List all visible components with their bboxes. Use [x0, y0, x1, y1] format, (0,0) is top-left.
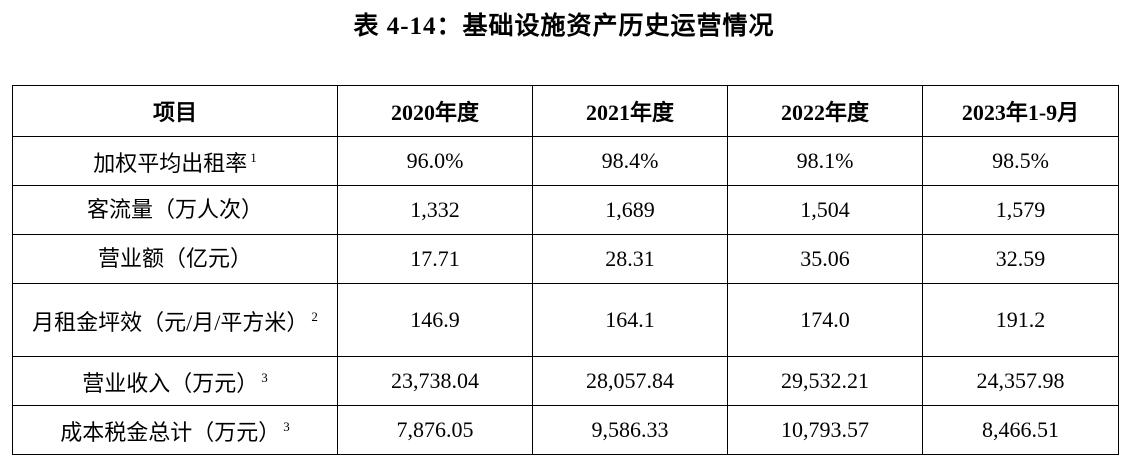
value-cell: 28,057.84 — [532, 356, 728, 406]
header-cell: 项目 — [12, 85, 338, 137]
value-cell: 10,793.57 — [727, 405, 923, 455]
table-title: 表 4-14：基础设施资产历史运营情况 — [353, 13, 775, 40]
value-cell: 174.0 — [727, 283, 923, 357]
value-cell: 146.9 — [337, 283, 533, 357]
table-body: 加权平均出租率 1 96.0% 98.4% 98.1% 98.5% 客流量（万人次） 1,33… — [12, 136, 1119, 455]
row-label-cell: 营业额（亿元） — [12, 234, 338, 284]
header-cell: 2022年度 — [727, 85, 923, 137]
value-cell: 28.31 — [532, 234, 728, 284]
table-row: 营业额（亿元） 17.71 28.31 35.06 32.59 — [12, 234, 1119, 284]
value-cell: 98.4% — [532, 136, 728, 186]
row-label: 营业收入（万元） — [82, 371, 259, 396]
footnote-marker: 1 — [250, 150, 257, 165]
row-label-cell: 月租金坪效（元/月/平方米） 2 — [12, 283, 338, 357]
header-cell: 2023年1-9月 — [922, 85, 1119, 137]
value-cell: 7,876.05 — [337, 405, 533, 455]
operations-table: 项目 2020年度 2021年度 2022年度 2023年1-9月 加权平均出租率 1 96… — [12, 85, 1119, 455]
value-cell: 1,689 — [532, 185, 728, 235]
value-cell: 8,466.51 — [922, 405, 1119, 455]
value-cell: 191.2 — [922, 283, 1119, 357]
row-label: 加权平均出租率 — [93, 151, 248, 176]
value-cell: 96.0% — [337, 136, 533, 186]
value-cell: 35.06 — [727, 234, 923, 284]
header-row: 项目 2020年度 2021年度 2022年度 2023年1-9月 — [12, 85, 1119, 137]
table-row: 加权平均出租率 1 96.0% 98.4% 98.1% 98.5% — [12, 136, 1119, 186]
table-row: 成本税金总计（万元） 3 7,876.05 9,586.33 10,793.57 8,46… — [12, 405, 1119, 455]
row-label: 营业额（亿元） — [97, 246, 252, 271]
footnote-marker: 3 — [283, 419, 290, 434]
table-row: 营业收入（万元） 3 23,738.04 28,057.84 29,532.21 24,3… — [12, 356, 1119, 406]
footnote-marker: 3 — [261, 370, 268, 385]
row-label-cell: 加权平均出租率 1 — [12, 136, 338, 186]
value-cell: 29,532.21 — [727, 356, 923, 406]
header-cell: 2020年度 — [337, 85, 533, 137]
row-label-cell: 成本税金总计（万元） 3 — [12, 405, 338, 455]
row-label: 月租金坪效（元/月/平方米） — [32, 310, 309, 335]
table-row: 月租金坪效（元/月/平方米） 2 146.9 164.1 174.0 191.2 — [12, 283, 1119, 357]
value-cell: 23,738.04 — [337, 356, 533, 406]
value-cell: 98.1% — [727, 136, 923, 186]
header-cell: 2021年度 — [532, 85, 728, 137]
row-label: 客流量（万人次） — [86, 197, 263, 222]
value-cell: 9,586.33 — [532, 405, 728, 455]
value-cell: 98.5% — [922, 136, 1119, 186]
value-cell: 17.71 — [337, 234, 533, 284]
value-cell: 164.1 — [532, 283, 728, 357]
value-cell: 1,504 — [727, 185, 923, 235]
row-label: 成本税金总计（万元） — [60, 420, 281, 445]
value-cell: 32.59 — [922, 234, 1119, 284]
row-label-cell: 营业收入（万元） 3 — [12, 356, 338, 406]
table-row: 客流量（万人次） 1,332 1,689 1,504 1,579 — [12, 185, 1119, 235]
value-cell: 24,357.98 — [922, 356, 1119, 406]
footnote-marker: 2 — [311, 309, 318, 324]
row-label-cell: 客流量（万人次） — [12, 185, 338, 235]
value-cell: 1,579 — [922, 185, 1119, 235]
value-cell: 1,332 — [337, 185, 533, 235]
